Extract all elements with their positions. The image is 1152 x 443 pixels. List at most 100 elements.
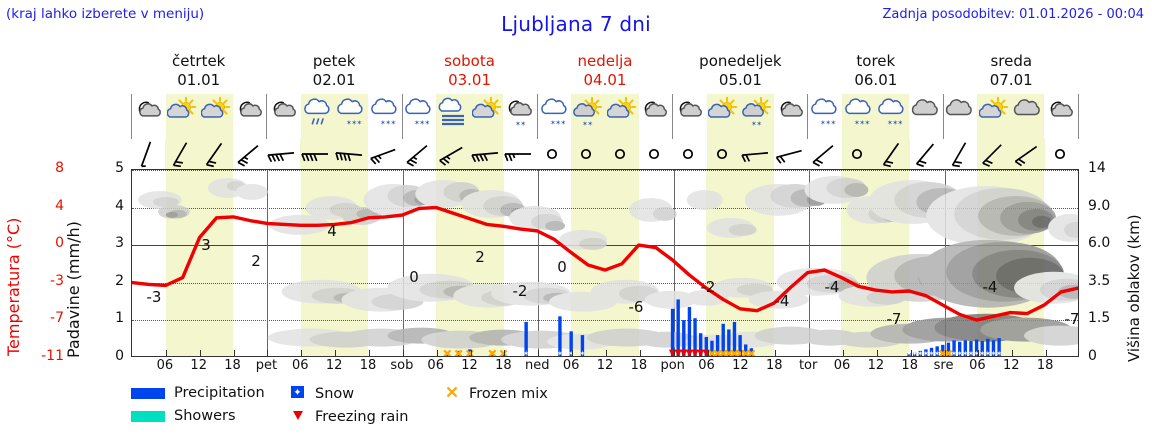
x-tick-mark — [1046, 350, 1048, 356]
precipitation-bar — [946, 342, 951, 356]
freezing-rain-marker — [680, 349, 688, 356]
axis-tick-label: 9.0 — [1088, 197, 1111, 214]
wind-barb — [706, 139, 741, 169]
wind-barb — [841, 139, 876, 169]
x-tick-mark — [470, 350, 472, 356]
weather-icon-cloud-snow: ✶ ✶ ✶ — [538, 94, 572, 139]
day-name: nedelja — [577, 52, 633, 70]
precipitation-bar — [744, 344, 748, 356]
snow-marker: ✶ — [996, 349, 1002, 357]
horizontal-gridline — [132, 208, 1078, 209]
icon-day-group-6 — [944, 94, 1078, 139]
weather-icon-cloud-snow: ✶ ✶ ✶ — [808, 94, 842, 139]
snow-marker: ✶ — [579, 349, 585, 357]
frozen-mix-icon — [444, 385, 460, 403]
wind-barb — [131, 139, 165, 169]
svg-text:✶: ✶ — [425, 119, 431, 127]
snow-marker: ✶ — [912, 349, 918, 357]
cloud-blob — [545, 220, 566, 231]
weather-icon-sun-cloud — [469, 94, 504, 139]
svg-text:✶: ✶ — [831, 119, 837, 127]
axis-tick-label: -11 — [41, 348, 64, 364]
temperature-axis-title: Temperatura (°C) — [4, 217, 23, 356]
x-tick-mark — [741, 350, 743, 356]
x-tick-mark — [1012, 350, 1014, 356]
precipitation-bar — [693, 318, 697, 356]
temperature-label: 3 — [201, 236, 211, 254]
wind-barb — [334, 139, 368, 169]
svg-text:✶: ✶ — [864, 119, 870, 127]
precipitation-bars-layer: ✶ ✶ ✶ ✶ ✶ ✶ ✶ ✶ ✶ ✶ ✶ ✶ ✶ ✶ ✶ ✶ ✶ ✶ ✶ — [443, 299, 1002, 357]
snow-marker: ✶ — [917, 349, 923, 357]
snow-marker: ✶ — [957, 349, 963, 357]
precipitation-bar — [997, 338, 1001, 356]
x-tick-label: 06 — [427, 358, 444, 373]
wind-day-group-5 — [808, 139, 943, 169]
legend-precipitation: Precipitation — [131, 385, 265, 401]
day-divider — [267, 170, 268, 356]
svg-text:✶: ✶ — [520, 120, 526, 128]
snow-marker: ✶ — [968, 349, 974, 357]
forecast-plot: ✶ ✶ ✶ ✶ ✶ ✶ ✶ ✶ ✶ ✶ ✶ ✶ ✶ ✶ ✶ ✶ ✶ ✶ ✶ -3 3 2 4 0 2 -2 0 -6 -2 -4 -4 -7… — [131, 169, 1079, 357]
icon-day-group-1: ✶ ✶ ✶ ✶ ✶ ✶ — [267, 94, 403, 139]
weather-icon-moon-cloud — [639, 94, 673, 139]
snow-icon: ✦ — [290, 385, 306, 403]
weather-icon-sun-cloud — [165, 94, 200, 139]
weather-icon-moon-cloud — [673, 94, 707, 139]
precipitation-bar — [715, 335, 720, 356]
precipitation-bar — [732, 321, 737, 356]
wind-barb — [435, 139, 470, 169]
cloud-height-axis-title: Višina oblakov (km) — [1125, 214, 1143, 362]
x-tick-label: 12 — [732, 358, 749, 373]
day-date: 02.01 — [312, 71, 356, 89]
cloud-blob — [1024, 325, 1078, 346]
axis-tick-label: -7 — [50, 310, 64, 327]
temperature-label: 0 — [557, 258, 567, 276]
day-header-5: torek 06.01 — [808, 52, 943, 92]
x-tick-mark — [944, 350, 946, 356]
weather-icon-sun-cloud — [977, 94, 1011, 139]
precipitation-bar — [670, 308, 675, 356]
day-name: petek — [312, 52, 356, 70]
wind-barb — [808, 139, 842, 169]
svg-text:✶: ✶ — [756, 120, 762, 128]
weather-icon-cloud-snow: ✶ ✶ ✶ — [841, 94, 876, 139]
temperature-label: 4 — [327, 222, 337, 240]
cloud-blob — [686, 189, 723, 210]
svg-text:✶: ✶ — [390, 119, 396, 127]
snow-marker: ✶ — [568, 349, 574, 357]
frozen-mix-marker — [488, 349, 497, 356]
legend-frozen-mix-label: Frozen mix — [469, 386, 548, 402]
snow-marker: ✶ — [979, 349, 985, 357]
icon-day-group-5: ✶ ✶ ✶ ✶ ✶ ✶ ✶ ✶ ✶ — [808, 94, 944, 139]
axis-tick-label: 1 — [115, 310, 124, 327]
wind-barb — [300, 139, 335, 169]
x-tick-label: 18 — [901, 358, 918, 373]
day-date: 07.01 — [989, 71, 1033, 89]
svg-text:✶: ✶ — [555, 119, 561, 127]
svg-text:✶: ✶ — [550, 119, 556, 127]
cloud-blob — [652, 206, 677, 221]
day-date: 04.01 — [583, 71, 627, 89]
wind-day-group-3 — [537, 139, 672, 169]
x-tick-label: 06 — [833, 358, 851, 373]
x-tick-mark — [335, 350, 337, 356]
snow-marker: ✶ — [985, 349, 991, 357]
wind-barb — [774, 139, 808, 169]
weather-icon-cloud-fog — [436, 94, 470, 139]
svg-text:✶: ✶ — [854, 119, 860, 127]
freezing-rain-marker — [685, 349, 694, 356]
wind-barb — [469, 139, 504, 169]
day-header-1: petek 02.01 — [266, 52, 401, 92]
weather-icon-moon-cloud — [267, 94, 301, 139]
precipitation-bar — [986, 338, 990, 356]
precipitation-bar — [929, 347, 934, 356]
x-tick-mark — [199, 350, 201, 356]
axis-tick-label: 6.0 — [1088, 235, 1111, 252]
precipitation-bar — [727, 329, 731, 356]
horizontal-gridline — [132, 320, 1078, 321]
wind-barb — [604, 139, 639, 169]
weather-icon-cloud — [909, 94, 943, 139]
wind-day-group-4 — [673, 139, 808, 169]
x-tick-mark — [402, 350, 404, 356]
